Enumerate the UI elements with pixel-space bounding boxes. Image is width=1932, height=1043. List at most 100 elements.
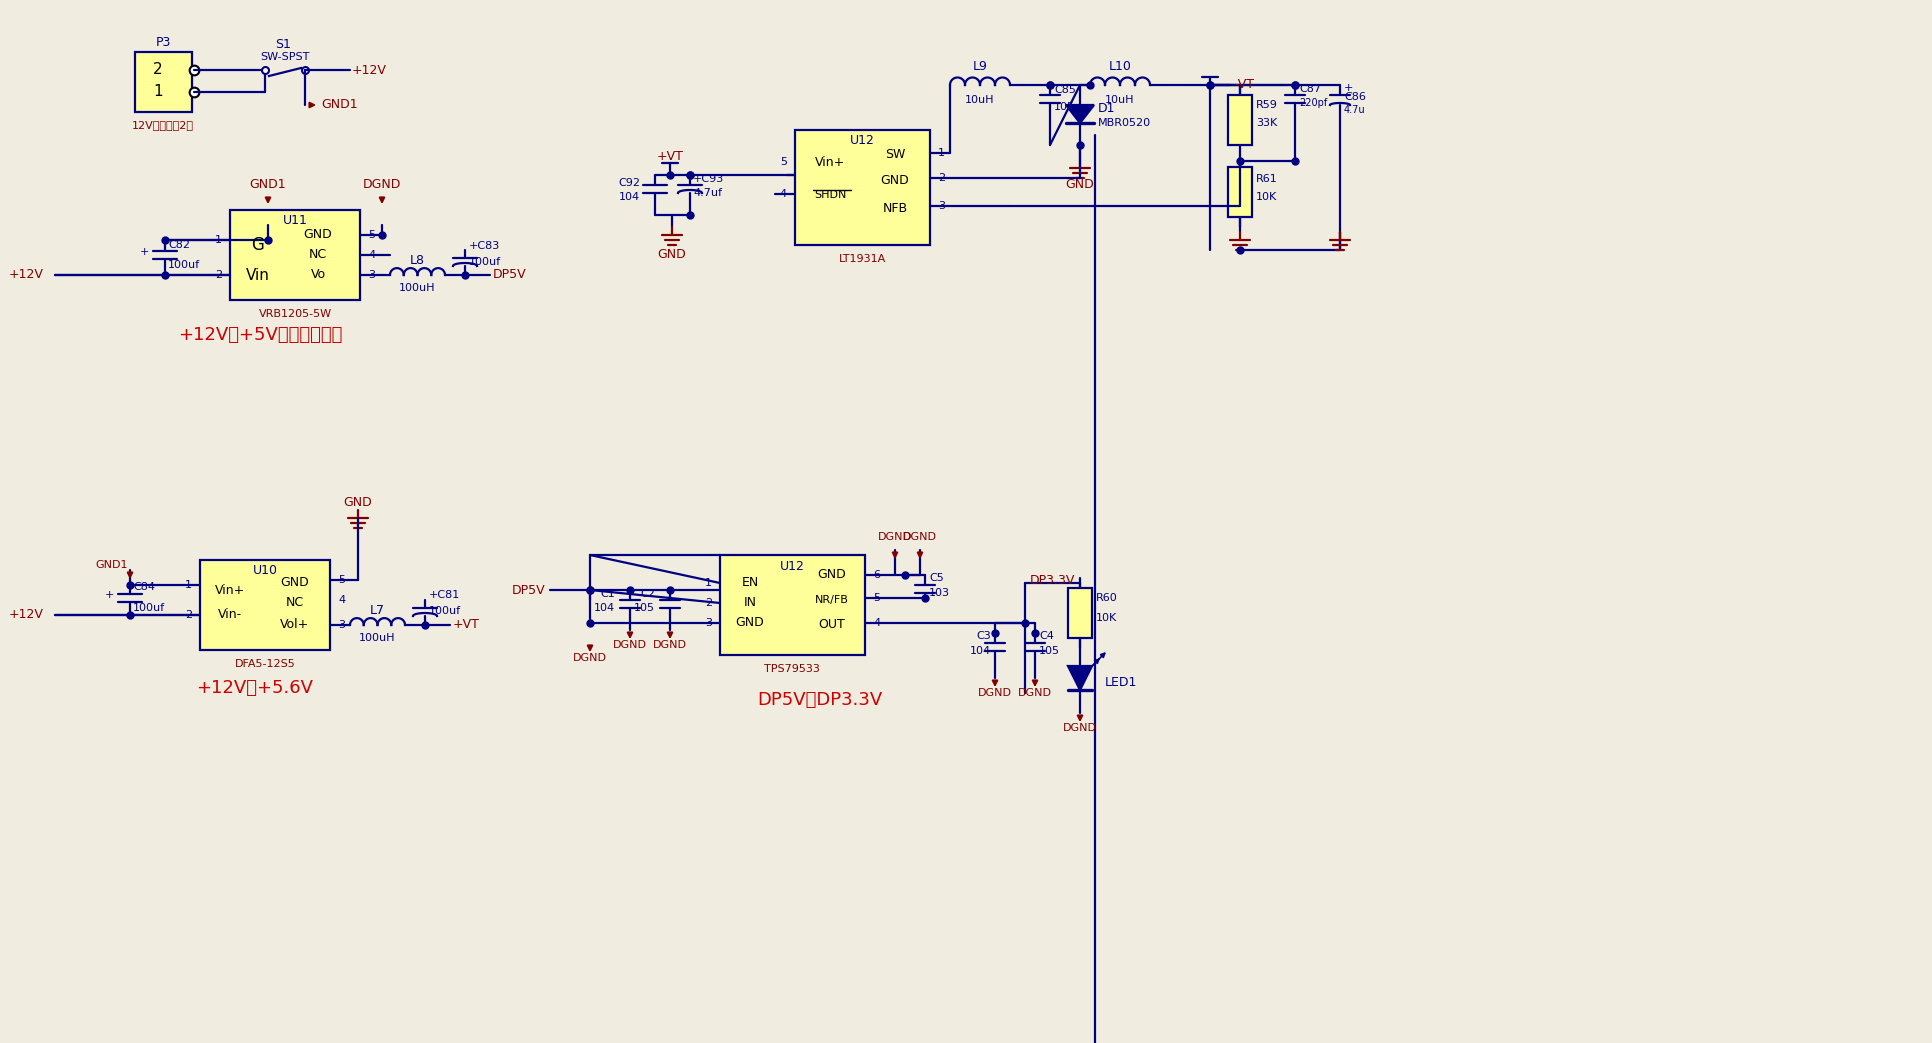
- Text: L8: L8: [410, 253, 425, 267]
- Text: C1: C1: [601, 589, 614, 599]
- Text: DGND: DGND: [902, 532, 937, 542]
- Text: L7: L7: [369, 604, 384, 616]
- Text: U10: U10: [253, 563, 278, 577]
- Text: 33K: 33K: [1256, 118, 1277, 128]
- Text: DFA5-12S5: DFA5-12S5: [234, 659, 296, 669]
- Text: Vin+: Vin+: [815, 156, 844, 170]
- Text: DP5V: DP5V: [493, 268, 527, 282]
- Text: DGND: DGND: [978, 688, 1012, 698]
- Text: 4.7uf: 4.7uf: [694, 188, 723, 198]
- Text: 4: 4: [338, 595, 346, 605]
- Text: +C83: +C83: [469, 241, 500, 251]
- Polygon shape: [1068, 666, 1092, 690]
- Text: Vin-: Vin-: [218, 608, 242, 622]
- Text: +12V: +12V: [8, 268, 43, 282]
- Text: DGND: DGND: [1063, 723, 1097, 733]
- Text: SHDN: SHDN: [813, 190, 846, 200]
- Text: 104: 104: [618, 192, 639, 202]
- Text: C87: C87: [1298, 84, 1321, 94]
- Text: 105: 105: [1039, 646, 1061, 656]
- Text: 5: 5: [781, 157, 786, 167]
- Text: +VT: +VT: [657, 150, 684, 164]
- Text: +C93: +C93: [694, 174, 724, 184]
- Text: 4: 4: [781, 189, 786, 199]
- Text: GND: GND: [657, 248, 686, 262]
- Text: 6: 6: [873, 571, 879, 580]
- Text: 100uf: 100uf: [429, 606, 462, 616]
- Text: 1: 1: [939, 148, 945, 157]
- Text: 12V电源输入2脚: 12V电源输入2脚: [131, 120, 193, 130]
- Text: L9: L9: [972, 60, 987, 73]
- Text: +C81: +C81: [429, 590, 460, 600]
- Text: +: +: [104, 590, 114, 600]
- Text: C86: C86: [1345, 92, 1366, 102]
- Text: DP5V转DP3.3V: DP5V转DP3.3V: [757, 692, 883, 709]
- Text: MBR0520: MBR0520: [1097, 118, 1151, 128]
- Text: D1: D1: [1097, 101, 1115, 115]
- Text: VRB1205-5W: VRB1205-5W: [259, 309, 332, 319]
- Text: 3: 3: [705, 618, 713, 628]
- Text: 100uf: 100uf: [469, 257, 500, 267]
- Text: TPS79533: TPS79533: [763, 664, 819, 674]
- Text: DP5V: DP5V: [512, 583, 545, 597]
- Text: 10K: 10K: [1256, 192, 1277, 202]
- Text: C84: C84: [133, 582, 155, 592]
- Text: EN: EN: [742, 577, 759, 589]
- Text: 105: 105: [634, 603, 655, 613]
- Text: C3: C3: [976, 631, 991, 641]
- Text: 104: 104: [593, 603, 614, 613]
- Text: GND1: GND1: [321, 98, 357, 112]
- Text: 10uH: 10uH: [1105, 95, 1134, 105]
- Text: +12V: +12V: [8, 608, 43, 622]
- Text: 1: 1: [214, 235, 222, 245]
- Text: DGND: DGND: [653, 640, 688, 650]
- Text: 104: 104: [970, 646, 991, 656]
- Text: 5: 5: [338, 575, 346, 585]
- Text: 2: 2: [153, 63, 162, 77]
- Text: 2: 2: [705, 598, 713, 608]
- Bar: [1229, 167, 1252, 217]
- Text: U12: U12: [781, 560, 804, 574]
- Text: P3: P3: [155, 35, 170, 49]
- Polygon shape: [1066, 105, 1094, 123]
- Text: NR/FB: NR/FB: [815, 595, 848, 605]
- Text: 105: 105: [1055, 102, 1074, 112]
- Text: GND: GND: [881, 173, 910, 187]
- Text: LT1931A: LT1931A: [838, 254, 885, 264]
- Text: GND: GND: [344, 495, 373, 509]
- Text: 3: 3: [367, 270, 375, 280]
- Text: U12: U12: [850, 134, 875, 146]
- Text: DGND: DGND: [363, 178, 402, 192]
- Text: 3: 3: [939, 201, 945, 211]
- Text: R61: R61: [1256, 174, 1277, 184]
- Text: LED1: LED1: [1105, 677, 1138, 689]
- Text: 2: 2: [214, 270, 222, 280]
- Text: 3: 3: [338, 620, 346, 630]
- Text: DGND: DGND: [877, 532, 912, 542]
- Text: +: +: [139, 247, 149, 257]
- Text: DGND: DGND: [612, 640, 647, 650]
- Text: 10uH: 10uH: [966, 95, 995, 105]
- Text: C92: C92: [618, 178, 639, 188]
- Text: SW-SPST: SW-SPST: [261, 52, 309, 62]
- Text: C82: C82: [168, 240, 189, 250]
- Text: 100uH: 100uH: [359, 633, 396, 642]
- Text: C5: C5: [929, 573, 943, 583]
- Text: +12V转+5V（数字电路）: +12V转+5V（数字电路）: [178, 326, 342, 344]
- Bar: [1068, 588, 1092, 638]
- Text: 1: 1: [185, 580, 191, 590]
- Text: Vol+: Vol+: [280, 618, 309, 631]
- Text: DGND: DGND: [1018, 688, 1053, 698]
- Text: NFB: NFB: [883, 201, 908, 215]
- Text: C4: C4: [1039, 631, 1053, 641]
- Text: R60: R60: [1095, 593, 1119, 603]
- Text: GND1: GND1: [95, 560, 128, 571]
- Text: 1: 1: [705, 578, 713, 588]
- Text: NC: NC: [286, 596, 303, 608]
- Text: 220pf: 220pf: [1298, 98, 1327, 108]
- Text: 5: 5: [367, 231, 375, 240]
- Text: 4: 4: [367, 250, 375, 260]
- Text: L10: L10: [1109, 60, 1132, 73]
- Text: +: +: [1345, 83, 1354, 93]
- Text: 5: 5: [873, 593, 879, 603]
